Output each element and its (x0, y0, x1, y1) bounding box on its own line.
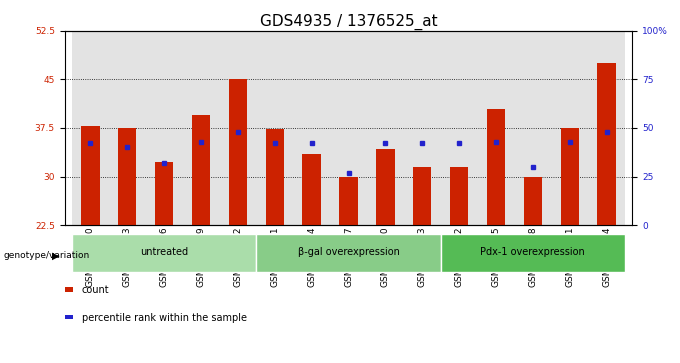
Bar (118, 128, 137, 225)
Bar (376, 149, 394, 225)
Bar (441, 31, 477, 225)
Bar (155, 162, 173, 225)
Bar (81, 126, 100, 225)
Bar (293, 31, 330, 225)
Bar (588, 31, 625, 225)
Bar (450, 167, 469, 225)
Text: percentile rank within the sample: percentile rank within the sample (82, 313, 247, 323)
Bar (183, 31, 220, 225)
Bar (256, 234, 441, 272)
Text: genotype/variation: genotype/variation (3, 252, 90, 260)
Bar (524, 176, 542, 225)
Bar (477, 31, 514, 225)
Text: β-gal overexpression: β-gal overexpression (298, 247, 399, 257)
Bar (109, 31, 146, 225)
Bar (441, 234, 625, 272)
Bar (330, 31, 367, 225)
Bar (367, 31, 404, 225)
Bar (266, 129, 284, 225)
Title: GDS4935 / 1376525_at: GDS4935 / 1376525_at (260, 13, 437, 29)
Bar (487, 109, 505, 225)
Text: untreated: untreated (140, 247, 188, 257)
Bar (228, 79, 247, 225)
Bar (72, 234, 256, 272)
Bar (256, 31, 293, 225)
Text: count: count (82, 285, 109, 295)
Bar (413, 167, 431, 225)
Bar (514, 31, 551, 225)
Text: ▶: ▶ (52, 251, 60, 261)
Bar (220, 31, 256, 225)
Bar (303, 154, 321, 225)
Bar (339, 176, 358, 225)
Bar (560, 128, 579, 225)
Bar (551, 31, 588, 225)
Bar (404, 31, 441, 225)
Bar (72, 31, 109, 225)
Text: Pdx-1 overexpression: Pdx-1 overexpression (481, 247, 585, 257)
Bar (192, 115, 210, 225)
Bar (597, 63, 616, 225)
Bar (146, 31, 183, 225)
